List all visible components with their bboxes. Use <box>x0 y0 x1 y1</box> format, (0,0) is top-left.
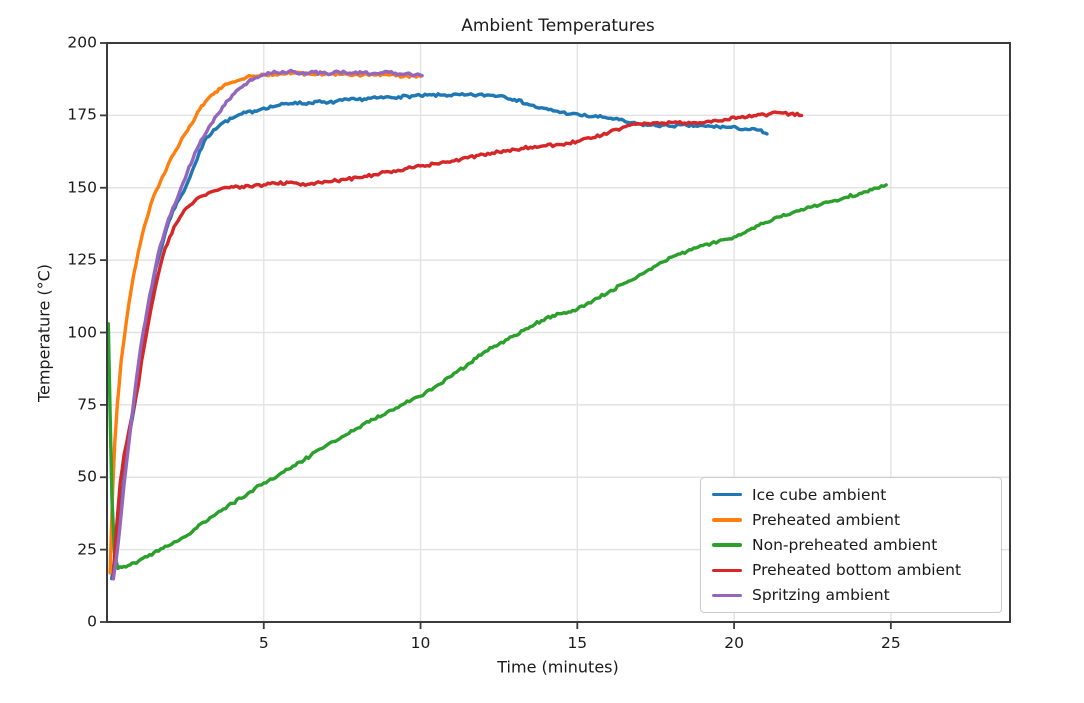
legend-label: Spritzing ambient <box>752 586 890 605</box>
y-tick-label: 0 <box>87 612 97 631</box>
y-tick-label: 175 <box>67 106 97 125</box>
legend-label: Ice cube ambient <box>752 485 887 504</box>
y-tick-label: 100 <box>67 323 97 342</box>
y-tick-label: 50 <box>77 467 97 486</box>
series-line-non-preheated-ambient <box>106 183 888 571</box>
x-tick-label: 10 <box>410 634 431 652</box>
legend-line-swatch <box>712 568 742 572</box>
series-line-spritzing-ambient <box>111 68 424 581</box>
legend-item: Ice cube ambient <box>712 482 1001 507</box>
legend-label: Preheated bottom ambient <box>752 561 962 580</box>
legend-line-swatch <box>712 518 742 522</box>
legend-item: Spritzing ambient <box>712 583 1001 608</box>
chart-title: Ambient Temperatures <box>461 16 655 36</box>
legend-label: Preheated ambient <box>752 510 901 529</box>
y-axis-label: Temperature (°C) <box>34 263 54 403</box>
series-line-preheated-bottom-ambient <box>111 110 804 581</box>
x-tick-label: 25 <box>880 634 901 652</box>
legend-line-swatch <box>712 593 742 598</box>
series-line-preheated-ambient <box>108 70 423 575</box>
legend-item: Preheated bottom ambient <box>712 558 1001 583</box>
legend-item: Non-preheated ambient <box>712 532 1001 557</box>
y-tick-label: 75 <box>77 395 97 414</box>
legend: Ice cube ambient Preheated ambient Non-pre… <box>700 477 1002 613</box>
legend-label: Non-preheated ambient <box>752 536 938 554</box>
axes-spines <box>106 42 1011 623</box>
y-tick-label: 125 <box>67 250 97 269</box>
x-tick-label: 5 <box>258 634 269 652</box>
legend-item: Preheated ambient <box>712 507 1001 532</box>
y-tick-label: 150 <box>67 178 97 197</box>
x-tick-label: 20 <box>724 634 744 652</box>
legend-line-swatch <box>712 492 742 497</box>
series-line-ice-cube-ambient <box>109 91 769 581</box>
y-tick-label: 25 <box>77 540 97 559</box>
x-tick-label: 15 <box>567 634 588 652</box>
x-axis-label: Time (minutes) <box>497 657 619 677</box>
y-tick-label: 200 <box>67 33 97 52</box>
legend-line-swatch <box>712 543 742 547</box>
